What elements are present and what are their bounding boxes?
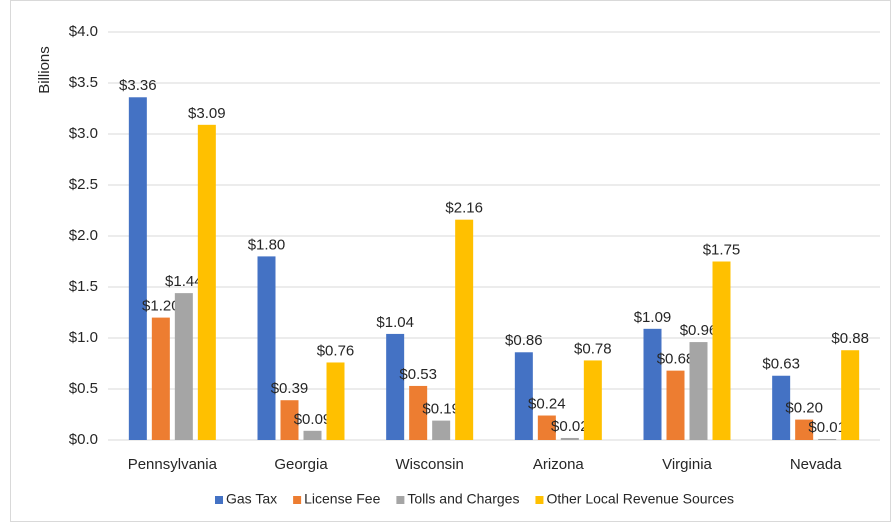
bar <box>386 333 405 440</box>
bar <box>818 438 837 440</box>
data-label: $0.76 <box>317 342 355 359</box>
y-axis-title: Billions <box>36 46 53 94</box>
bar <box>514 352 533 440</box>
data-label: $0.02 <box>551 418 589 435</box>
data-label: $0.24 <box>528 395 566 412</box>
bar <box>643 328 662 440</box>
data-label: $0.39 <box>271 380 309 397</box>
bar <box>326 362 345 440</box>
data-label: $0.53 <box>399 366 437 383</box>
data-label: $0.96 <box>680 322 718 339</box>
y-tick-label: $0.0 <box>69 431 98 448</box>
x-tick-label: Arizona <box>533 456 585 473</box>
data-label: $0.88 <box>831 330 869 347</box>
legend-label: Tolls and Charges <box>407 491 519 507</box>
bar <box>409 385 428 440</box>
bar <box>583 360 602 440</box>
bar <box>151 317 170 440</box>
bar <box>197 124 216 440</box>
bar <box>280 400 299 440</box>
data-label: $2.16 <box>445 200 483 217</box>
bar <box>128 97 147 440</box>
y-tick-label: $2.0 <box>69 227 98 244</box>
bar <box>712 261 731 440</box>
legend-label: Gas Tax <box>226 491 277 507</box>
x-tick-label: Virginia <box>662 456 712 473</box>
y-tick-label: $3.5 <box>69 74 98 91</box>
bar <box>174 293 193 440</box>
y-tick-label: $0.5 <box>69 380 98 397</box>
y-tick-label: $4.0 <box>69 23 98 40</box>
data-label: $1.44 <box>165 273 203 290</box>
bar <box>689 342 708 440</box>
legend-swatch <box>293 496 302 504</box>
bar <box>666 370 685 440</box>
data-label: $1.09 <box>634 309 672 326</box>
y-tick-label: $3.0 <box>69 125 98 142</box>
legend-swatch <box>396 496 405 504</box>
data-label: $0.63 <box>762 356 800 373</box>
legend-swatch <box>215 496 223 504</box>
legend-label: License Fee <box>304 491 380 507</box>
x-tick-label: Pennsylvania <box>128 456 218 473</box>
x-tick-label: Nevada <box>790 456 842 473</box>
bar <box>455 219 474 440</box>
data-label: $0.68 <box>657 351 695 368</box>
data-label: $0.09 <box>294 411 332 428</box>
data-label: $0.86 <box>505 332 543 349</box>
data-label: $3.09 <box>188 105 226 122</box>
data-label: $1.04 <box>376 314 414 331</box>
legend-swatch <box>535 496 544 504</box>
bar <box>257 256 276 440</box>
legend-label: Other Local Revenue Sources <box>546 491 734 507</box>
x-tick-label: Wisconsin <box>395 456 463 473</box>
data-label: $0.78 <box>574 340 612 357</box>
x-tick-label: Georgia <box>274 456 328 473</box>
data-label: $0.01 <box>808 419 846 436</box>
data-label: $0.19 <box>422 401 460 418</box>
bar <box>795 419 814 440</box>
y-tick-label: $1.0 <box>69 329 98 346</box>
y-tick-label: $2.5 <box>69 176 98 193</box>
data-label: $0.20 <box>785 400 823 417</box>
data-label: $1.20 <box>142 298 180 315</box>
bar <box>560 437 579 440</box>
data-label: $1.80 <box>248 236 286 253</box>
data-label: $3.36 <box>119 77 157 94</box>
bar <box>303 430 322 440</box>
bar <box>432 420 451 440</box>
bar <box>841 350 860 440</box>
bar <box>537 415 556 440</box>
bar <box>772 375 791 440</box>
data-label: $1.75 <box>703 241 741 258</box>
y-tick-label: $1.5 <box>69 278 98 295</box>
